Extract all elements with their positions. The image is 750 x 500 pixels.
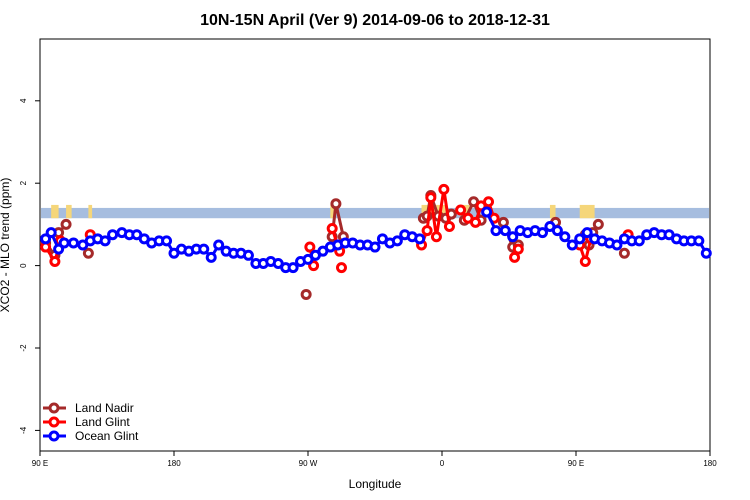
point-ocean-glint — [53, 243, 65, 255]
y-tick-label: -2 — [19, 344, 28, 352]
point-ocean-glint — [566, 239, 578, 251]
point-ocean-glint — [633, 235, 645, 247]
series-ocean-glint — [40, 206, 712, 274]
point-ocean-glint — [45, 227, 57, 239]
band-land-patch — [88, 204, 93, 219]
y-axis-label: XCO2 - MLO trend (ppm) — [0, 178, 12, 313]
point-land-glint — [49, 255, 61, 267]
point-ocean-glint — [693, 235, 705, 247]
point-land-glint — [425, 192, 437, 204]
legend-label-land-nadir: Land Nadir — [75, 401, 134, 415]
x-axis: 90 E 180 90 W 0 90 E 180 — [32, 451, 717, 468]
point-ocean-glint — [161, 235, 173, 247]
point-ocean-glint — [198, 243, 210, 255]
point-land-glint — [438, 183, 450, 195]
point-land-nadir — [497, 216, 509, 228]
y-tick-label: 4 — [19, 98, 28, 103]
series-layer — [40, 183, 712, 300]
point-ocean-glint — [107, 229, 119, 241]
x-tick-label: 180 — [703, 459, 717, 468]
x-tick-label: 180 — [167, 459, 181, 468]
point-land-glint — [421, 225, 433, 237]
point-land-nadir — [82, 247, 94, 259]
point-land-glint — [308, 260, 320, 272]
point-ocean-glint — [369, 241, 381, 253]
point-land-glint — [443, 220, 455, 232]
point-ocean-glint — [414, 233, 426, 245]
point-ocean-glint — [68, 237, 79, 249]
point-ocean-glint — [581, 227, 593, 239]
point-land-glint — [455, 204, 467, 216]
point-land-nadir — [300, 288, 312, 300]
point-land-glint — [509, 251, 521, 263]
point-ocean-glint — [481, 206, 493, 218]
x-tick-label: 0 — [440, 459, 445, 468]
band-land-patch — [51, 204, 59, 219]
point-land-glint — [483, 196, 495, 208]
point-land-glint — [326, 223, 338, 235]
x-tick-label: 90 E — [568, 459, 584, 468]
point-ocean-glint — [242, 249, 254, 261]
y-tick-label: -4 — [19, 426, 28, 434]
point-land-glint — [430, 231, 442, 243]
point-land-glint — [579, 255, 591, 267]
y-tick-label: 2 — [19, 180, 28, 185]
point-land-glint — [336, 262, 347, 274]
x-tick-label: 90 W — [299, 459, 318, 468]
land-band — [41, 204, 709, 219]
x-axis-label: Longitude — [349, 477, 402, 491]
point-land-nadir — [592, 218, 604, 230]
point-ocean-glint — [99, 235, 111, 247]
legend-marker-land-glint — [48, 416, 60, 428]
point-ocean-glint — [551, 225, 563, 237]
plot-frame — [39, 38, 711, 452]
series-land-glint — [40, 183, 634, 274]
point-ocean-glint — [537, 227, 548, 239]
point-land-nadir — [618, 247, 630, 259]
point-ocean-glint — [499, 225, 511, 237]
point-ocean-glint — [700, 247, 712, 259]
legend: Land Nadir Land Glint Ocean Glint — [43, 401, 139, 443]
point-land-glint — [512, 243, 524, 255]
band-land-patch — [579, 204, 595, 219]
point-ocean-glint — [574, 233, 586, 245]
point-ocean-glint — [40, 233, 52, 245]
legend-label-land-glint: Land Glint — [75, 415, 130, 429]
y-axis: 4 2 0 -2 -4 — [19, 98, 40, 434]
band-land-patch — [330, 204, 336, 219]
point-ocean-glint — [611, 239, 623, 251]
point-land-nadir — [60, 218, 72, 230]
x-tick-label: 90 E — [32, 459, 48, 468]
point-ocean-glint — [559, 231, 571, 243]
point-ocean-glint — [213, 239, 225, 251]
point-land-nadir — [330, 198, 342, 210]
chart-title: 10N-15N April (Ver 9) 2014-09-06 to 2018… — [200, 12, 550, 29]
band-land-patch — [549, 204, 556, 219]
point-ocean-glint — [205, 251, 217, 263]
point-ocean-glint — [507, 231, 519, 243]
point-ocean-glint — [391, 235, 403, 247]
legend-marker-ocean-glint — [48, 430, 60, 442]
point-land-glint — [470, 216, 481, 228]
band-land-patch — [66, 204, 72, 219]
legend-marker-land-nadir — [48, 402, 60, 414]
point-ocean-glint — [58, 237, 70, 249]
band-ocean-strip — [41, 207, 709, 219]
y-tick-label: 0 — [19, 263, 28, 268]
point-land-glint — [304, 241, 316, 253]
point-ocean-glint — [287, 262, 299, 274]
point-ocean-glint — [490, 225, 502, 237]
legend-label-ocean-glint: Ocean Glint — [75, 429, 139, 443]
